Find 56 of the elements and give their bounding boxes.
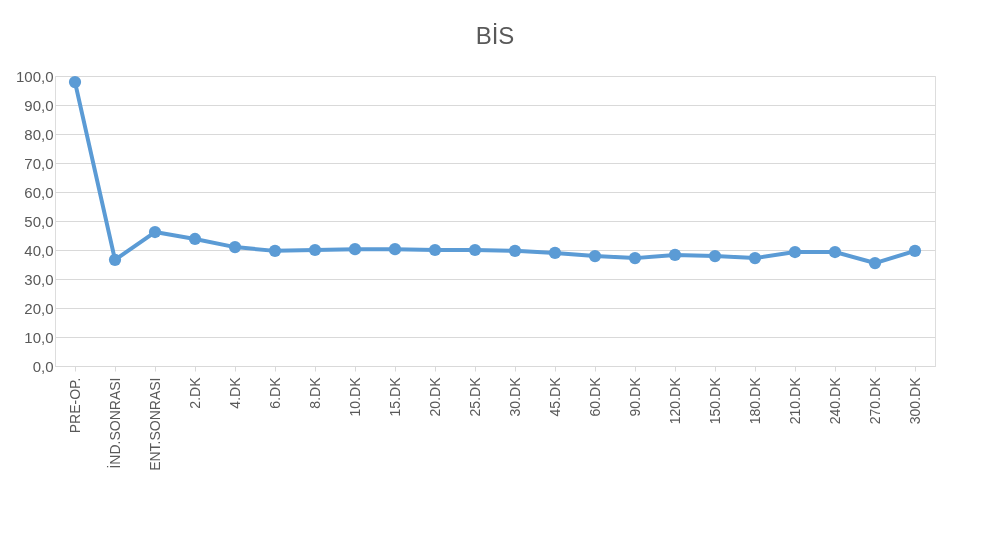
point — [468, 243, 482, 257]
point — [428, 243, 442, 257]
x-tick-label: PRE-OP. — [66, 377, 83, 434]
x-tick-label: 180.DK — [746, 376, 763, 425]
point — [388, 243, 402, 256]
x-tick-label: 270.DK — [866, 376, 883, 425]
x-tick-label: 120.DK — [666, 376, 683, 425]
y-tick-label: 80,0 — [24, 125, 54, 143]
point — [228, 240, 242, 254]
y-tick-label: 70,0 — [24, 154, 54, 172]
x-tick-label: 210.DK — [786, 376, 803, 425]
x-tick-label: 4.DK — [226, 376, 243, 409]
y-tick-label: 100,0 — [15, 67, 54, 85]
point — [588, 249, 602, 263]
point — [108, 253, 122, 266]
point — [828, 245, 842, 259]
point — [668, 248, 682, 262]
point — [508, 244, 522, 257]
y-tick-label: 30,0 — [24, 270, 54, 288]
x-tick-label: 90.DK — [626, 376, 643, 417]
x-tick-label: ENT.SONRASI — [146, 377, 163, 471]
x-tick-label: 240.DK — [826, 376, 843, 425]
point — [628, 252, 642, 265]
x-tick-label: 8.DK — [306, 376, 323, 409]
x-tick-label: 2.DK — [186, 376, 203, 409]
x-tick-label: 45.DK — [546, 376, 563, 417]
point — [308, 243, 322, 257]
point — [348, 243, 362, 256]
chart-title: BİS — [475, 22, 515, 49]
point — [68, 75, 82, 89]
point — [908, 244, 922, 257]
y-tick-label: 10,0 — [24, 328, 54, 346]
x-tick-label: 300.DK — [906, 376, 923, 425]
y-tick-label: 0,0 — [32, 357, 54, 375]
x-tick-label: 10.DK — [346, 376, 363, 417]
point — [708, 249, 722, 263]
point — [188, 232, 202, 246]
y-tick-label: 40,0 — [24, 241, 54, 259]
point — [148, 225, 162, 239]
x-tick-label: 60.DK — [586, 376, 603, 417]
y-tick-label: 60,0 — [24, 183, 54, 201]
point — [788, 245, 802, 259]
x-tick-label: İND.SONRASI — [105, 377, 123, 469]
x-tick-label: 150.DK — [706, 376, 723, 425]
y-tick-label: 90,0 — [24, 96, 54, 114]
y-tick-label: 20,0 — [24, 299, 54, 317]
y-tick-label: 50,0 — [24, 212, 54, 230]
x-tick-label: 6.DK — [266, 376, 283, 409]
x-tick-label: 30.DK — [506, 376, 523, 417]
x-tick-label: 15.DK — [386, 376, 403, 417]
point — [268, 244, 282, 257]
x-tick-label: 25.DK — [466, 376, 483, 417]
x-tick-label: 20.DK — [426, 376, 443, 417]
point — [868, 256, 882, 270]
point — [748, 252, 762, 265]
point — [548, 246, 562, 260]
